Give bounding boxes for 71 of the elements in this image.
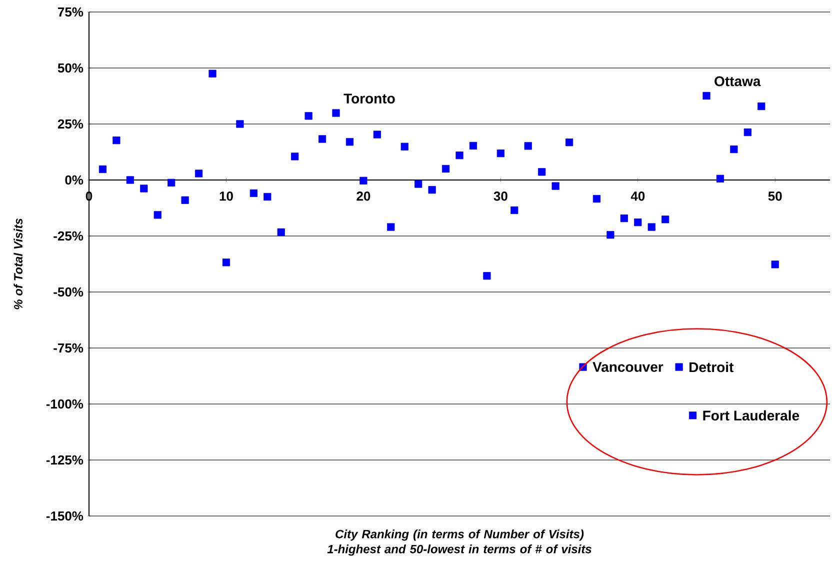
- y-tick-label: -25%: [54, 231, 84, 241]
- x-axis-title: City Ranking (in terms of Number of Visits) 1-highest and 50-lowest in terms of # of visits: [327, 530, 592, 556]
- point: [688, 412, 697, 420]
- point: [181, 196, 189, 204]
- x-tick-label: 10: [220, 192, 233, 201]
- point: [414, 180, 422, 188]
- x-tick-label: 50: [768, 192, 782, 201]
- point: [154, 211, 162, 219]
- point: [648, 223, 656, 231]
- point: [373, 130, 381, 138]
- y-tick-label: 50%: [58, 63, 84, 73]
- point: [771, 260, 779, 268]
- point: [112, 136, 120, 144]
- point: [277, 228, 285, 236]
- x-tick-label: 30: [494, 192, 508, 201]
- point: [758, 102, 766, 110]
- y-tick-label: -75%: [54, 343, 84, 353]
- point: [675, 363, 683, 371]
- point: [634, 218, 642, 226]
- y-tick-label: -50%: [54, 287, 84, 297]
- point: [716, 174, 724, 182]
- point: [318, 135, 326, 143]
- point: [98, 165, 107, 174]
- point: [400, 142, 408, 150]
- point: [606, 231, 614, 239]
- point: [168, 178, 176, 186]
- annotation: Vancouver: [592, 362, 664, 372]
- y-tick-label: 75%: [58, 7, 84, 17]
- point: [126, 176, 134, 184]
- x-tick-label: 20: [356, 192, 370, 201]
- y-tick-label: -125%: [46, 455, 84, 465]
- annotation: Detroit: [690, 362, 734, 372]
- point: [360, 176, 368, 184]
- y-tick-label: -150%: [46, 511, 84, 521]
- point: [510, 206, 518, 214]
- point: [524, 142, 532, 150]
- point: [469, 142, 478, 150]
- point: [442, 164, 450, 173]
- y-tick-label: 25%: [58, 119, 84, 129]
- point: [702, 92, 710, 100]
- point: [592, 195, 601, 203]
- point: [264, 192, 272, 201]
- y-tick-label: -100%: [46, 399, 84, 409]
- x-tick-label: 40: [630, 192, 645, 201]
- point: [236, 120, 244, 128]
- y-axis-title: % of Total Visits: [14, 218, 22, 310]
- point: [304, 112, 312, 120]
- point: [208, 70, 216, 78]
- point: [483, 272, 491, 280]
- point: [538, 168, 546, 176]
- annotation: Ottawa: [714, 76, 761, 86]
- point: [222, 258, 230, 266]
- point: [250, 189, 258, 198]
- point: [291, 152, 299, 160]
- point: [730, 146, 738, 154]
- point: [456, 152, 464, 160]
- point: [387, 223, 395, 231]
- point: [744, 128, 752, 136]
- point: [428, 186, 436, 194]
- y-tick-label: 0%: [65, 175, 84, 185]
- annotation: Toronto: [344, 94, 395, 104]
- point: [620, 214, 628, 222]
- point: [140, 184, 148, 192]
- point: [496, 150, 504, 158]
- point: [332, 109, 340, 117]
- point: [565, 138, 574, 146]
- point: [552, 182, 560, 190]
- annotation: Fort Lauderale: [703, 410, 800, 421]
- point: [346, 138, 354, 146]
- point: [194, 170, 203, 178]
- point: [662, 216, 670, 224]
